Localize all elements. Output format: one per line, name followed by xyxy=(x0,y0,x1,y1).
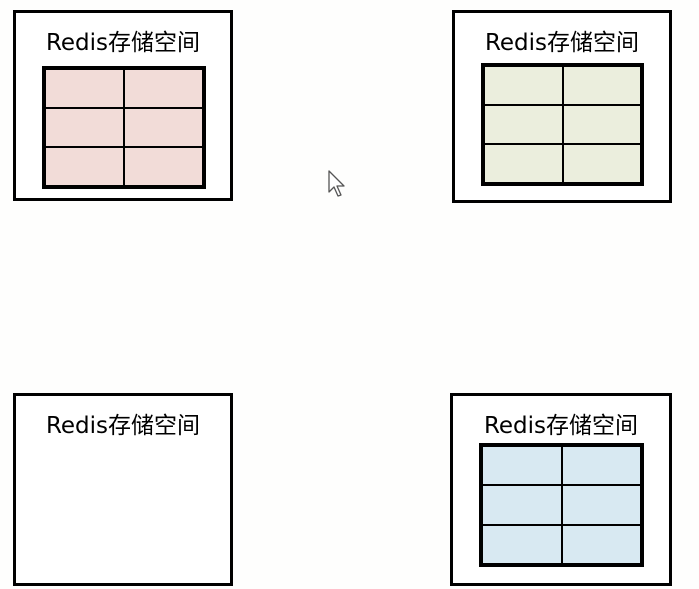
redis-storage-box-bottom-left: Redis存储空间 xyxy=(13,393,233,586)
grid-cell xyxy=(45,147,124,186)
redis-storage-box-bottom-right: Redis存储空间 xyxy=(450,393,672,586)
storage-grid xyxy=(481,63,644,186)
box-title: Redis存储空间 xyxy=(45,30,201,56)
grid-cell xyxy=(562,144,641,183)
grid-cell xyxy=(562,105,641,144)
grid-cell xyxy=(124,108,203,147)
storage-grid xyxy=(42,66,206,189)
grid-cell xyxy=(484,144,563,183)
grid-cell xyxy=(561,485,641,525)
grid-cell xyxy=(561,446,641,486)
arrow-cursor-icon xyxy=(328,170,345,197)
redis-storage-box-top-left: Redis存储空间 xyxy=(13,10,233,201)
grid-cell xyxy=(482,446,562,486)
grid-cell xyxy=(561,524,641,564)
grid-cell xyxy=(124,147,203,186)
grid-cell xyxy=(482,524,562,564)
grid-cell xyxy=(562,66,641,105)
grid-cell xyxy=(45,108,124,147)
box-title: Redis存储空间 xyxy=(484,30,640,56)
grid-cell xyxy=(482,485,562,525)
grid-cell xyxy=(484,105,563,144)
box-title: Redis存储空间 xyxy=(45,413,201,439)
grid-cell xyxy=(484,66,563,105)
storage-grid xyxy=(479,443,644,567)
redis-storage-box-top-right: Redis存储空间 xyxy=(452,10,672,203)
box-title: Redis存储空间 xyxy=(483,413,639,439)
grid-cell xyxy=(124,69,203,108)
grid-cell xyxy=(45,69,124,108)
